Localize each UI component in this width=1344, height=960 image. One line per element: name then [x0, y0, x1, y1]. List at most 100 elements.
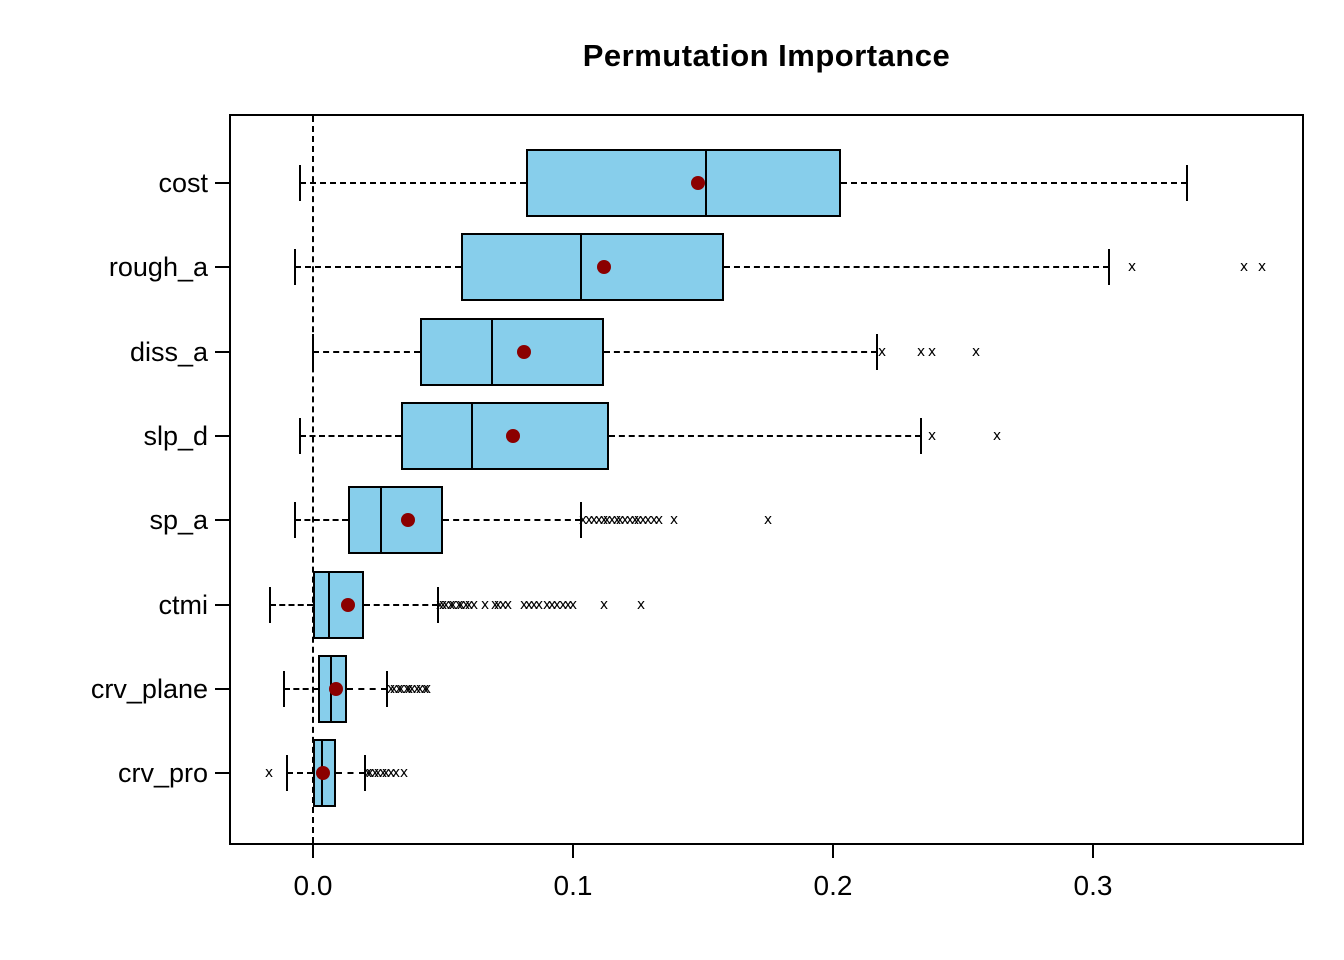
whisker-low-cap: [299, 418, 301, 454]
outlier-point: x: [534, 597, 544, 613]
outlier-point: x: [391, 765, 401, 781]
outlier-point: x: [469, 597, 479, 613]
whisker-high-cap: [1108, 249, 1110, 285]
y-axis-label: rough_a: [108, 252, 208, 282]
outlier-point: x: [404, 681, 414, 697]
outlier-point: x: [578, 512, 588, 528]
y-axis-label: crv_plane: [90, 674, 208, 704]
whisker-low-cap: [299, 165, 301, 201]
outlier-point: x: [654, 512, 664, 528]
outlier-point: x: [381, 765, 391, 781]
iqr-box: [461, 233, 724, 301]
outlier-point: x: [456, 597, 466, 613]
whisker-high-line: [364, 604, 438, 606]
outlier-point: x: [446, 597, 456, 613]
outlier-point: x: [563, 597, 573, 613]
whisker-high-cap: [364, 755, 366, 791]
y-axis-tick: [215, 182, 229, 184]
outlier-point: x: [365, 765, 375, 781]
median-line: [380, 486, 382, 554]
iqr-box: [313, 571, 364, 639]
mean-point: [341, 598, 355, 612]
iqr-box: [420, 318, 604, 386]
y-axis-tick: [215, 688, 229, 690]
mean-point: [329, 682, 343, 696]
y-axis-tick: [215, 351, 229, 353]
whisker-low-cap: [294, 502, 296, 538]
whisker-low-line: [300, 435, 401, 437]
outlier-point: x: [630, 512, 640, 528]
outlier-point: x: [480, 597, 490, 613]
y-axis-label: ctmi: [158, 590, 209, 620]
outlier-point: x: [547, 597, 557, 613]
outlier-point: x: [599, 597, 609, 613]
outlier-point: x: [877, 344, 887, 360]
outlier-point: x: [503, 597, 513, 613]
outlier-point: x: [464, 597, 474, 613]
outlier-point: x: [363, 765, 373, 781]
whisker-low-line: [295, 519, 348, 521]
x-axis-tick-label: 0.3: [1073, 870, 1113, 901]
mean-point: [316, 766, 330, 780]
outlier-point: x: [435, 597, 445, 613]
outlier-point: x: [992, 428, 1002, 444]
outlier-point: x: [568, 597, 578, 613]
outlier-point: x: [927, 344, 937, 360]
zero-reference-line: [312, 116, 314, 843]
whisker-low-line: [300, 182, 526, 184]
whisker-low-line: [295, 266, 461, 268]
whisker-low-cap: [269, 587, 271, 623]
outlier-point: x: [412, 681, 422, 697]
outlier-point: x: [396, 681, 406, 697]
outlier-point: x: [448, 597, 458, 613]
y-axis-label: sp_a: [149, 505, 208, 535]
x-axis-tick: [312, 845, 314, 858]
whisker-high-line: [604, 351, 877, 353]
outlier-point: x: [529, 597, 539, 613]
x-axis-tick: [832, 845, 834, 858]
whisker-high-line: [841, 182, 1187, 184]
median-line: [471, 402, 473, 470]
outlier-point: x: [1127, 259, 1137, 275]
outlier-point: x: [638, 512, 648, 528]
outlier-point: x: [1257, 259, 1267, 275]
x-axis-tick-label: 0.0: [293, 870, 333, 901]
outlier-point: x: [264, 765, 274, 781]
outlier-point: x: [399, 765, 409, 781]
outlier-point: x: [643, 512, 653, 528]
y-axis-label: cost: [158, 168, 208, 198]
y-axis-label: crv_pro: [117, 758, 208, 788]
outlier-point: x: [615, 512, 625, 528]
outlier-point: x: [763, 512, 773, 528]
y-axis-tick: [215, 435, 229, 437]
whisker-high-cap: [437, 587, 439, 623]
whisker-low-line: [313, 351, 420, 353]
outlier-point: x: [594, 512, 604, 528]
y-axis-tick: [215, 772, 229, 774]
outlier-point: x: [461, 597, 471, 613]
outlier-point: x: [493, 597, 503, 613]
whisker-low-cap: [286, 755, 288, 791]
y-axis-tick: [215, 604, 229, 606]
outlier-point: x: [636, 597, 646, 613]
whisker-high-cap: [580, 502, 582, 538]
outlier-point: x: [402, 681, 412, 697]
outlier-point: x: [438, 597, 448, 613]
outlier-point: x: [552, 597, 562, 613]
outlier-point: x: [558, 597, 568, 613]
outlier-point: x: [620, 512, 630, 528]
whisker-high-line: [443, 519, 581, 521]
outlier-point: x: [625, 512, 635, 528]
mean-point: [597, 260, 611, 274]
outlier-point: x: [927, 428, 937, 444]
whisker-high-cap: [386, 671, 388, 707]
whisker-high-line: [724, 266, 1109, 268]
outlier-point: x: [1239, 259, 1249, 275]
whisker-low-cap: [312, 334, 314, 370]
outlier-point: x: [370, 765, 380, 781]
outlier-point: x: [612, 512, 622, 528]
outlier-point: x: [394, 681, 404, 697]
median-line: [491, 318, 493, 386]
iqr-box: [348, 486, 443, 554]
